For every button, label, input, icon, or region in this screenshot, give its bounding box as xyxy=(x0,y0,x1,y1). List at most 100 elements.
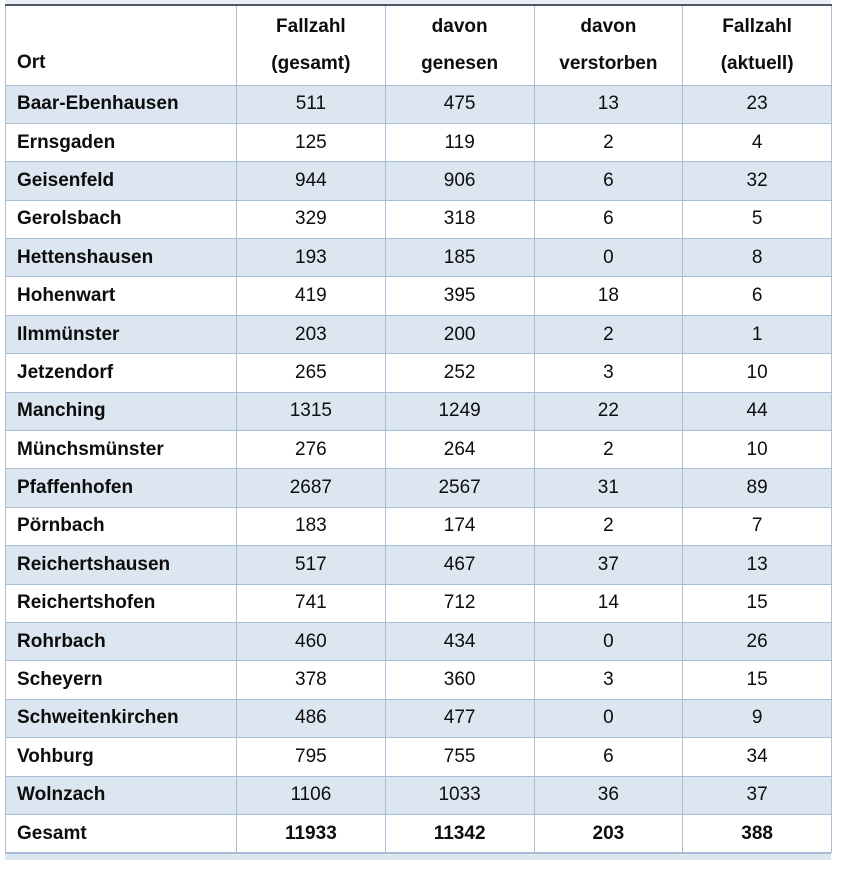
cell-fallzahl-gesamt: 125 xyxy=(236,122,386,163)
cell-fallzahl-aktuell: 6 xyxy=(682,276,832,316)
cell-davon-genesen: 200 xyxy=(384,314,535,355)
cell-fallzahl-aktuell: 7 xyxy=(682,506,832,547)
cell-davon-verstorben: 36 xyxy=(533,775,684,815)
table-bottom-crop-strip xyxy=(5,853,831,861)
cell-fallzahl-aktuell: 10 xyxy=(682,430,832,470)
cell-fallzahl-aktuell: 89 xyxy=(682,468,832,508)
total-cell-fallzahl-gesamt: 11933 xyxy=(236,813,386,854)
cell-fallzahl-gesamt: 329 xyxy=(236,199,386,240)
cell-fallzahl-gesamt: 419 xyxy=(236,276,386,316)
cell-davon-verstorben: 31 xyxy=(533,468,684,508)
total-row: Gesamt 11933 11342 203 388 xyxy=(5,813,832,854)
cell-fallzahl-gesamt: 795 xyxy=(236,737,386,777)
column-header-fallzahl-gesamt: Fallzahl (gesamt) xyxy=(236,4,386,86)
cell-davon-verstorben: 18 xyxy=(533,276,684,316)
cell-fallzahl-gesamt: 183 xyxy=(236,506,386,547)
cell-davon-verstorben: 6 xyxy=(533,199,684,240)
cell-ort: Rohrbach xyxy=(5,621,237,662)
cell-davon-genesen: 2567 xyxy=(384,468,535,508)
cell-davon-verstorben: 13 xyxy=(533,84,684,124)
cell-ort: Schweitenkirchen xyxy=(5,698,237,739)
cell-davon-verstorben: 2 xyxy=(533,314,684,355)
cell-davon-verstorben: 3 xyxy=(533,660,684,700)
table-row: Geisenfeld 944 906 6 32 xyxy=(5,161,832,201)
cell-fallzahl-aktuell: 9 xyxy=(682,698,832,739)
table-row: Rohrbach 460 434 0 26 xyxy=(5,621,832,662)
total-cell-davon-verstorben: 203 xyxy=(533,813,684,854)
cell-ort: Vohburg xyxy=(5,737,237,777)
cell-davon-genesen: 119 xyxy=(384,122,535,163)
table-row: Jetzendorf 265 252 3 10 xyxy=(5,353,832,393)
column-header-line: verstorben xyxy=(559,53,658,75)
cell-fallzahl-gesamt: 517 xyxy=(236,545,386,585)
cell-davon-verstorben: 14 xyxy=(533,583,684,623)
cell-ort: Reichertshofen xyxy=(5,583,237,623)
cell-davon-genesen: 475 xyxy=(384,84,535,124)
cell-davon-genesen: 252 xyxy=(384,353,535,393)
cell-davon-genesen: 712 xyxy=(384,583,535,623)
total-cell-fallzahl-aktuell: 388 xyxy=(682,813,832,854)
cell-fallzahl-aktuell: 13 xyxy=(682,545,832,585)
table-row: Vohburg 795 755 6 34 xyxy=(5,737,832,777)
cell-fallzahl-gesamt: 193 xyxy=(236,238,386,278)
header-row: Ort Fallzahl (gesamt) davon genesen davo… xyxy=(5,4,832,86)
cell-fallzahl-aktuell: 32 xyxy=(682,161,832,201)
cell-fallzahl-aktuell: 8 xyxy=(682,238,832,278)
cell-ort: Reichertshausen xyxy=(5,545,237,585)
cell-fallzahl-aktuell: 37 xyxy=(682,775,832,815)
total-cell-davon-genesen: 11342 xyxy=(384,813,535,854)
table-row: Ilmmünster 203 200 2 1 xyxy=(5,314,832,355)
cell-davon-genesen: 467 xyxy=(384,545,535,585)
table-body: Baar-Ebenhausen 511 475 13 23 Ernsgaden … xyxy=(5,84,832,815)
cell-fallzahl-aktuell: 5 xyxy=(682,199,832,240)
cell-ort: Baar-Ebenhausen xyxy=(5,84,237,124)
cell-fallzahl-gesamt: 1315 xyxy=(236,391,386,432)
table-row: Reichertshausen 517 467 37 13 xyxy=(5,545,832,585)
table-row: Ernsgaden 125 119 2 4 xyxy=(5,122,832,163)
cell-fallzahl-aktuell: 15 xyxy=(682,660,832,700)
cell-fallzahl-gesamt: 1106 xyxy=(236,775,386,815)
cell-fallzahl-aktuell: 44 xyxy=(682,391,832,432)
cell-fallzahl-aktuell: 23 xyxy=(682,84,832,124)
cell-davon-genesen: 318 xyxy=(384,199,535,240)
table-row: Pfaffenhofen 2687 2567 31 89 xyxy=(5,468,832,508)
table-row: Gerolsbach 329 318 6 5 xyxy=(5,199,832,240)
cell-davon-verstorben: 2 xyxy=(533,122,684,163)
cell-ort: Hohenwart xyxy=(5,276,237,316)
cell-fallzahl-aktuell: 4 xyxy=(682,122,832,163)
cell-davon-verstorben: 3 xyxy=(533,353,684,393)
cell-ort: Pörnbach xyxy=(5,506,237,547)
cell-fallzahl-gesamt: 511 xyxy=(236,84,386,124)
cell-fallzahl-gesamt: 265 xyxy=(236,353,386,393)
cell-davon-verstorben: 6 xyxy=(533,161,684,201)
cell-fallzahl-gesamt: 944 xyxy=(236,161,386,201)
cell-davon-genesen: 360 xyxy=(384,660,535,700)
table-top-crop-strip xyxy=(5,0,831,4)
cell-fallzahl-gesamt: 741 xyxy=(236,583,386,623)
total-cell-ort: Gesamt xyxy=(5,813,237,854)
table-row: Manching 1315 1249 22 44 xyxy=(5,391,832,432)
column-header-ort-label: Ort xyxy=(17,51,46,73)
cell-fallzahl-gesamt: 460 xyxy=(236,621,386,662)
table-row: Scheyern 378 360 3 15 xyxy=(5,660,832,700)
cell-davon-genesen: 755 xyxy=(384,737,535,777)
cell-davon-genesen: 477 xyxy=(384,698,535,739)
table-row: Münchsmünster 276 264 2 10 xyxy=(5,430,832,470)
cell-davon-genesen: 906 xyxy=(384,161,535,201)
cell-davon-verstorben: 0 xyxy=(533,621,684,662)
cell-ort: Ilmmünster xyxy=(5,314,237,355)
column-header-line: Fallzahl xyxy=(276,16,346,38)
cell-ort: Ernsgaden xyxy=(5,122,237,163)
table-row: Reichertshofen 741 712 14 15 xyxy=(5,583,832,623)
cell-ort: Manching xyxy=(5,391,237,432)
cell-davon-verstorben: 2 xyxy=(533,430,684,470)
cell-fallzahl-aktuell: 26 xyxy=(682,621,832,662)
cell-davon-genesen: 1249 xyxy=(384,391,535,432)
cell-davon-verstorben: 2 xyxy=(533,506,684,547)
cell-fallzahl-aktuell: 34 xyxy=(682,737,832,777)
column-header-fallzahl-aktuell: Fallzahl (aktuell) xyxy=(682,4,832,86)
column-header-davon-verstorben: davon verstorben xyxy=(533,4,684,86)
cell-fallzahl-gesamt: 378 xyxy=(236,660,386,700)
cell-fallzahl-gesamt: 486 xyxy=(236,698,386,739)
cell-ort: Hettenshausen xyxy=(5,238,237,278)
